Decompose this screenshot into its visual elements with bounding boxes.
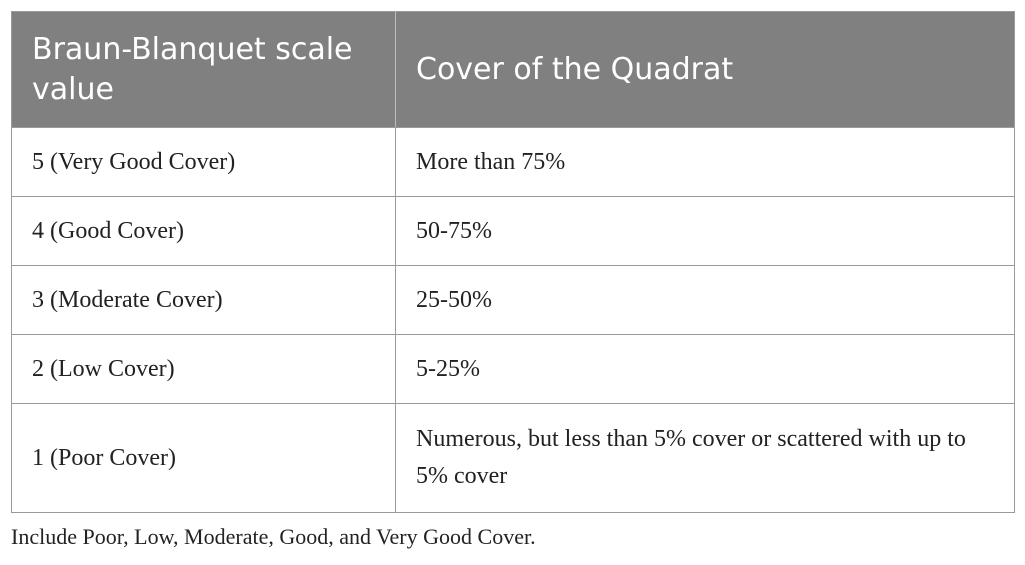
table-row: 2 (Low Cover) 5-25% (11, 334, 1015, 404)
table-body: 5 (Very Good Cover) More than 75% 4 (Goo… (11, 127, 1015, 513)
cell-scale: 3 (Moderate Cover) (11, 265, 396, 335)
table-row: 3 (Moderate Cover) 25-50% (11, 265, 1015, 335)
cell-cover: 25-50% (395, 265, 1015, 335)
cell-cover: 50-75% (395, 196, 1015, 266)
table-row: 4 (Good Cover) 50-75% (11, 196, 1015, 266)
table-footnote: Include Poor, Low, Moderate, Good, and V… (11, 524, 536, 549)
data-table-container: Braun-Blanquet scale value Cover of the … (11, 11, 1015, 513)
cell-cover: 5-25% (395, 334, 1015, 404)
cell-scale: 2 (Low Cover) (11, 334, 396, 404)
cell-cover: Numerous, but less than 5% cover or scat… (395, 403, 1015, 513)
braun-blanquet-table: Braun-Blanquet scale value Cover of the … (11, 11, 1015, 513)
cell-scale: 5 (Very Good Cover) (11, 127, 396, 197)
header-scale-value: Braun-Blanquet scale value (11, 11, 396, 128)
cell-scale: 1 (Poor Cover) (11, 403, 396, 513)
header-cover-of-quadrat: Cover of the Quadrat (395, 11, 1015, 128)
cell-scale: 4 (Good Cover) (11, 196, 396, 266)
cell-cover: More than 75% (395, 127, 1015, 197)
table-row: 5 (Very Good Cover) More than 75% (11, 127, 1015, 197)
table-row: 1 (Poor Cover) Numerous, but less than 5… (11, 403, 1015, 513)
table-header: Braun-Blanquet scale value Cover of the … (11, 11, 1015, 128)
table-header-row: Braun-Blanquet scale value Cover of the … (11, 11, 1015, 128)
